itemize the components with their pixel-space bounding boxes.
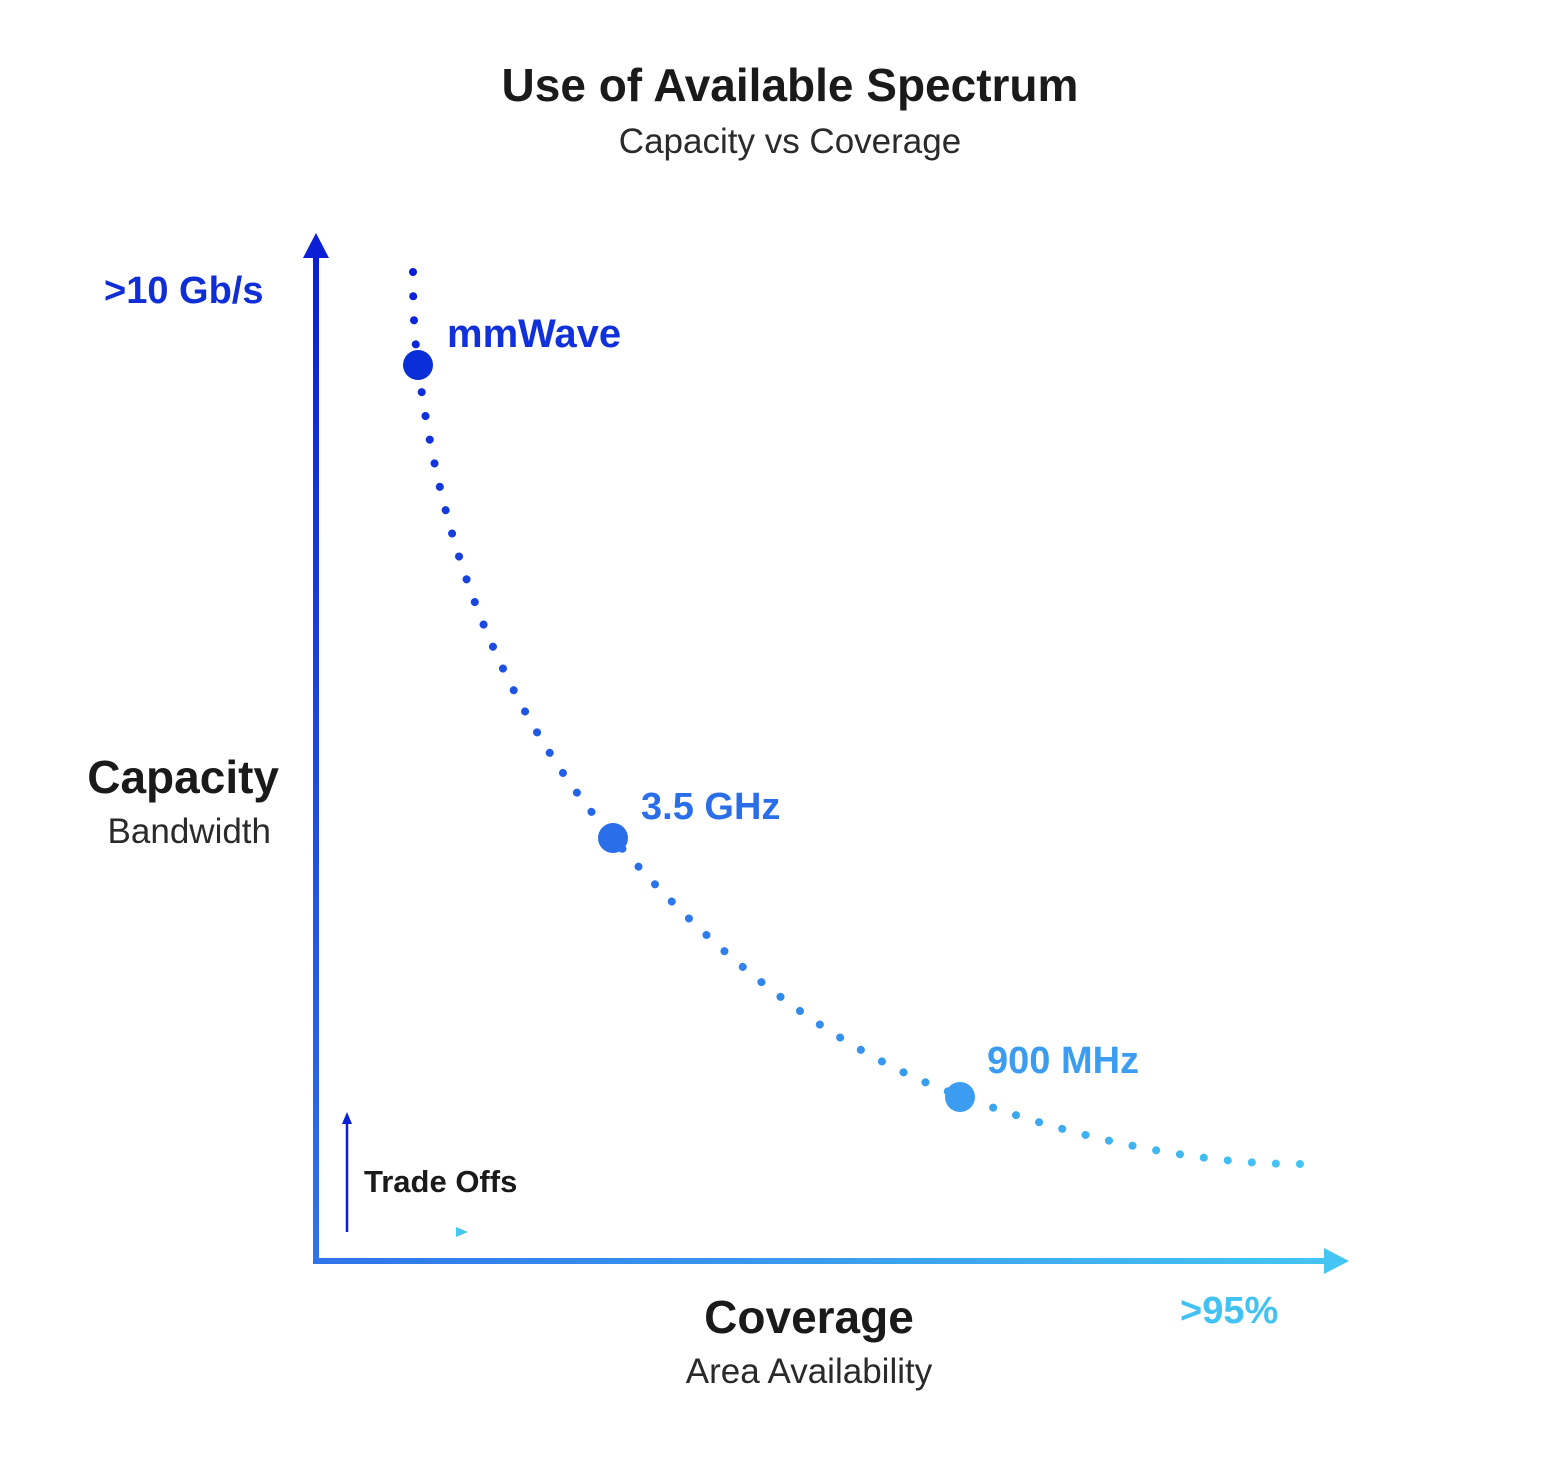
x-axis-subtitle: Area Availability <box>685 1352 933 1391</box>
point-label-900-mhz: 900 MHz <box>987 1040 1140 1082</box>
point-3-5-ghz <box>598 823 628 853</box>
y-axis-title: Capacity <box>87 751 279 803</box>
y-axis-line <box>313 252 319 1264</box>
y-axis-subtitle: Bandwidth <box>107 812 271 851</box>
legend-y-arrow-icon <box>342 1112 352 1124</box>
x-axis-line <box>313 1258 1328 1264</box>
diagram-title: Use of Available Spectrum <box>501 59 1079 111</box>
point-mmwave <box>403 350 433 380</box>
point-label-mmwave: mmWave <box>447 312 622 356</box>
legend-label: Trade Offs <box>364 1164 518 1199</box>
x-axis-title: Coverage <box>704 1291 914 1343</box>
x-axis-arrow-icon <box>1324 1248 1349 1274</box>
tradeoff-curve <box>409 268 1309 1169</box>
diagram-subtitle: Capacity vs Coverage <box>618 122 962 161</box>
x-axis-max-label: >95% <box>1180 1290 1279 1332</box>
point-900-mhz <box>945 1082 975 1112</box>
point-label-3-5-ghz: 3.5 GHz <box>641 786 781 828</box>
y-axis-arrow-icon <box>303 233 329 258</box>
y-axis-max-label: >10 Gb/s <box>104 270 264 312</box>
legend-x-arrow-icon <box>456 1227 468 1237</box>
